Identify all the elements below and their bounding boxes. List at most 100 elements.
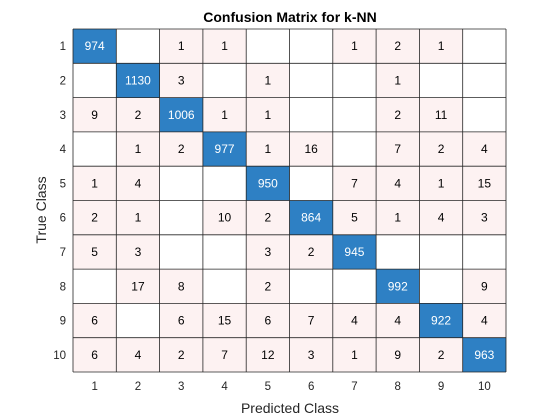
matrix-cell	[116, 97, 160, 132]
matrix-cell	[246, 63, 290, 98]
matrix-cell	[246, 131, 290, 167]
cell-value-label: 9	[394, 348, 401, 362]
y-tick-label: 5	[60, 178, 66, 190]
matrix-cell	[73, 234, 117, 270]
cell-value-label: 922	[431, 314, 451, 328]
matrix-cell	[159, 63, 203, 98]
matrix-cell	[419, 234, 463, 270]
cell-value-label: 15	[478, 176, 492, 190]
matrix-cell	[332, 97, 377, 132]
matrix-cell	[376, 269, 420, 304]
matrix-cell	[202, 303, 247, 338]
cell-value-label: 7	[221, 348, 228, 362]
matrix-cell	[116, 29, 160, 64]
matrix-cell	[73, 337, 117, 372]
matrix-cell	[376, 166, 420, 201]
cell-value-label: 2	[178, 142, 185, 156]
matrix-cell	[159, 200, 203, 235]
cell-value-label: 6	[178, 314, 185, 328]
cell-value-label: 1130	[125, 73, 151, 87]
cell-value-label: 2	[91, 211, 98, 225]
y-tick-label: 4	[60, 144, 67, 156]
cell-value-label: 12	[261, 348, 275, 362]
matrix-cell	[332, 234, 377, 270]
matrix-cell	[419, 131, 463, 167]
cell-value-label: 4	[394, 176, 401, 190]
matrix-cell	[159, 234, 203, 270]
cell-value-label: 1	[265, 108, 272, 122]
cell-value-label: 6	[91, 314, 98, 328]
x-tick-label: 7	[351, 381, 357, 393]
matrix-cell	[462, 29, 506, 64]
cell-value-label: 1	[438, 176, 445, 190]
cell-value-label: 4	[438, 211, 445, 225]
cell-value-label: 16	[304, 142, 318, 156]
cell-value-label: 10	[218, 211, 232, 225]
cell-value-label: 4	[351, 314, 358, 328]
matrix-cell	[246, 97, 290, 132]
matrix-cell	[159, 131, 203, 167]
matrix-cell	[419, 63, 463, 98]
y-axis-label: True Class	[33, 176, 49, 243]
matrix-cell	[73, 269, 117, 304]
matrix-cell	[246, 337, 290, 372]
cell-value-label: 17	[131, 279, 145, 293]
matrix-cell	[202, 337, 247, 372]
cell-value-label: 1	[91, 176, 98, 190]
matrix-cell	[202, 63, 247, 98]
matrix-cell	[332, 29, 377, 64]
cell-value-label: 1	[351, 39, 358, 53]
matrix-cell	[246, 200, 290, 235]
matrix-cell	[289, 269, 333, 304]
cell-value-label: 6	[265, 314, 272, 328]
cell-value-label: 2	[135, 108, 142, 122]
cell-value-label: 864	[301, 211, 321, 225]
matrix-cell	[332, 337, 377, 372]
matrix-cell	[289, 200, 333, 235]
matrix-cell	[462, 97, 506, 132]
x-tick-label: 4	[221, 381, 228, 393]
matrix-cell	[462, 269, 506, 304]
matrix-cell	[419, 337, 463, 372]
matrix-cell	[73, 131, 117, 167]
cell-value-label: 1	[178, 39, 185, 53]
matrix-cell	[376, 97, 420, 132]
matrix-cell	[116, 166, 160, 201]
matrix-cell	[116, 303, 160, 338]
matrix-cell	[116, 200, 160, 235]
matrix-cell	[462, 337, 506, 372]
cell-value-label: 3	[481, 211, 488, 225]
matrix-cell	[202, 200, 247, 235]
cell-value-label: 11	[435, 108, 448, 122]
matrix-cell	[289, 234, 333, 270]
cell-value-label: 2	[308, 245, 315, 259]
matrix-cell	[419, 200, 463, 235]
matrix-cell	[116, 337, 160, 372]
matrix-cell	[246, 269, 290, 304]
chart-title: Confusion Matrix for k-NN	[203, 9, 376, 25]
matrix-cell	[462, 63, 506, 98]
x-tick-label: 1	[91, 381, 97, 393]
x-tick-label: 8	[395, 381, 401, 393]
matrix-cell	[289, 166, 333, 201]
matrix-cell	[376, 200, 420, 235]
x-tick-label: 6	[308, 381, 314, 393]
matrix-cell	[116, 63, 160, 98]
cell-value-label: 2	[394, 108, 401, 122]
cell-value-label: 2	[394, 39, 401, 53]
cell-value-label: 1	[265, 73, 272, 87]
matrix-cell	[116, 234, 160, 270]
matrix-cell	[332, 303, 377, 338]
matrix-cell	[73, 303, 117, 338]
matrix-cell	[246, 234, 290, 270]
matrix-cell	[376, 131, 420, 167]
y-tick-label: 8	[60, 281, 66, 293]
matrix-cell	[332, 131, 377, 167]
matrix-cell	[202, 97, 247, 132]
matrix-cell	[462, 166, 506, 201]
matrix-cell	[289, 63, 333, 98]
cell-value-label: 1	[135, 142, 142, 156]
matrix-cell	[159, 337, 203, 372]
cell-value-label: 3	[178, 73, 185, 87]
